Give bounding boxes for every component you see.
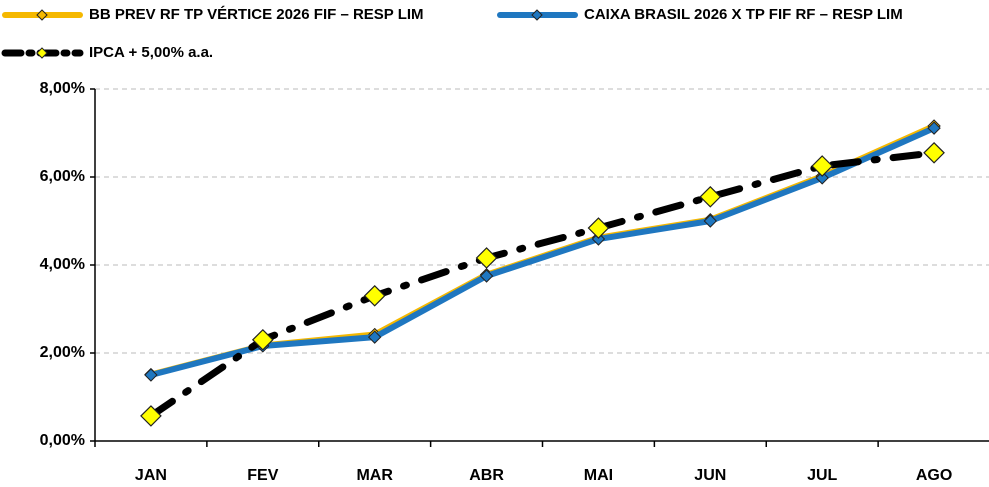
data-point <box>811 155 834 177</box>
x-tick-label: MAI <box>584 467 613 484</box>
data-point <box>927 121 941 135</box>
x-tick-label: JUN <box>694 467 726 484</box>
data-point <box>363 284 386 307</box>
y-tick-label: 4,00% <box>40 256 85 273</box>
y-tick-label: 6,00% <box>40 168 85 185</box>
data-point <box>140 405 162 427</box>
data-point <box>699 185 722 208</box>
x-tick-label: AGO <box>916 467 952 484</box>
data-point <box>587 217 610 239</box>
data-point <box>923 141 945 164</box>
data-point <box>479 269 494 283</box>
data-point <box>251 328 274 351</box>
data-point <box>367 330 382 344</box>
x-tick-label: MAR <box>356 467 393 484</box>
x-tick-label: JAN <box>135 467 167 484</box>
legend-marker <box>36 47 48 59</box>
y-tick-label: 0,00% <box>40 432 85 449</box>
x-tick-label: ABR <box>469 467 504 484</box>
series-line <box>147 149 938 420</box>
legend-marker <box>36 9 48 21</box>
y-tick-label: 2,00% <box>40 344 85 361</box>
data-point <box>144 368 158 382</box>
legend-marker <box>531 9 543 21</box>
series-line <box>147 125 938 378</box>
legend-label: IPCA + 5,00% a.a. <box>89 44 213 61</box>
legend-label: CAIXA BRASIL 2026 X TP FIF RF – RESP LIM <box>584 6 903 23</box>
data-point <box>475 247 498 269</box>
data-point <box>703 214 718 228</box>
data-point <box>591 232 606 246</box>
x-tick-label: JUL <box>807 467 837 484</box>
legend: BB PREV RF TP VÉRTICE 2026 FIF – RESP LI… <box>1 6 903 61</box>
data-point <box>815 171 829 185</box>
x-tick-label: FEV <box>247 467 278 484</box>
y-tick-label: 8,00% <box>40 80 85 97</box>
legend-label: BB PREV RF TP VÉRTICE 2026 FIF – RESP LI… <box>89 6 424 23</box>
